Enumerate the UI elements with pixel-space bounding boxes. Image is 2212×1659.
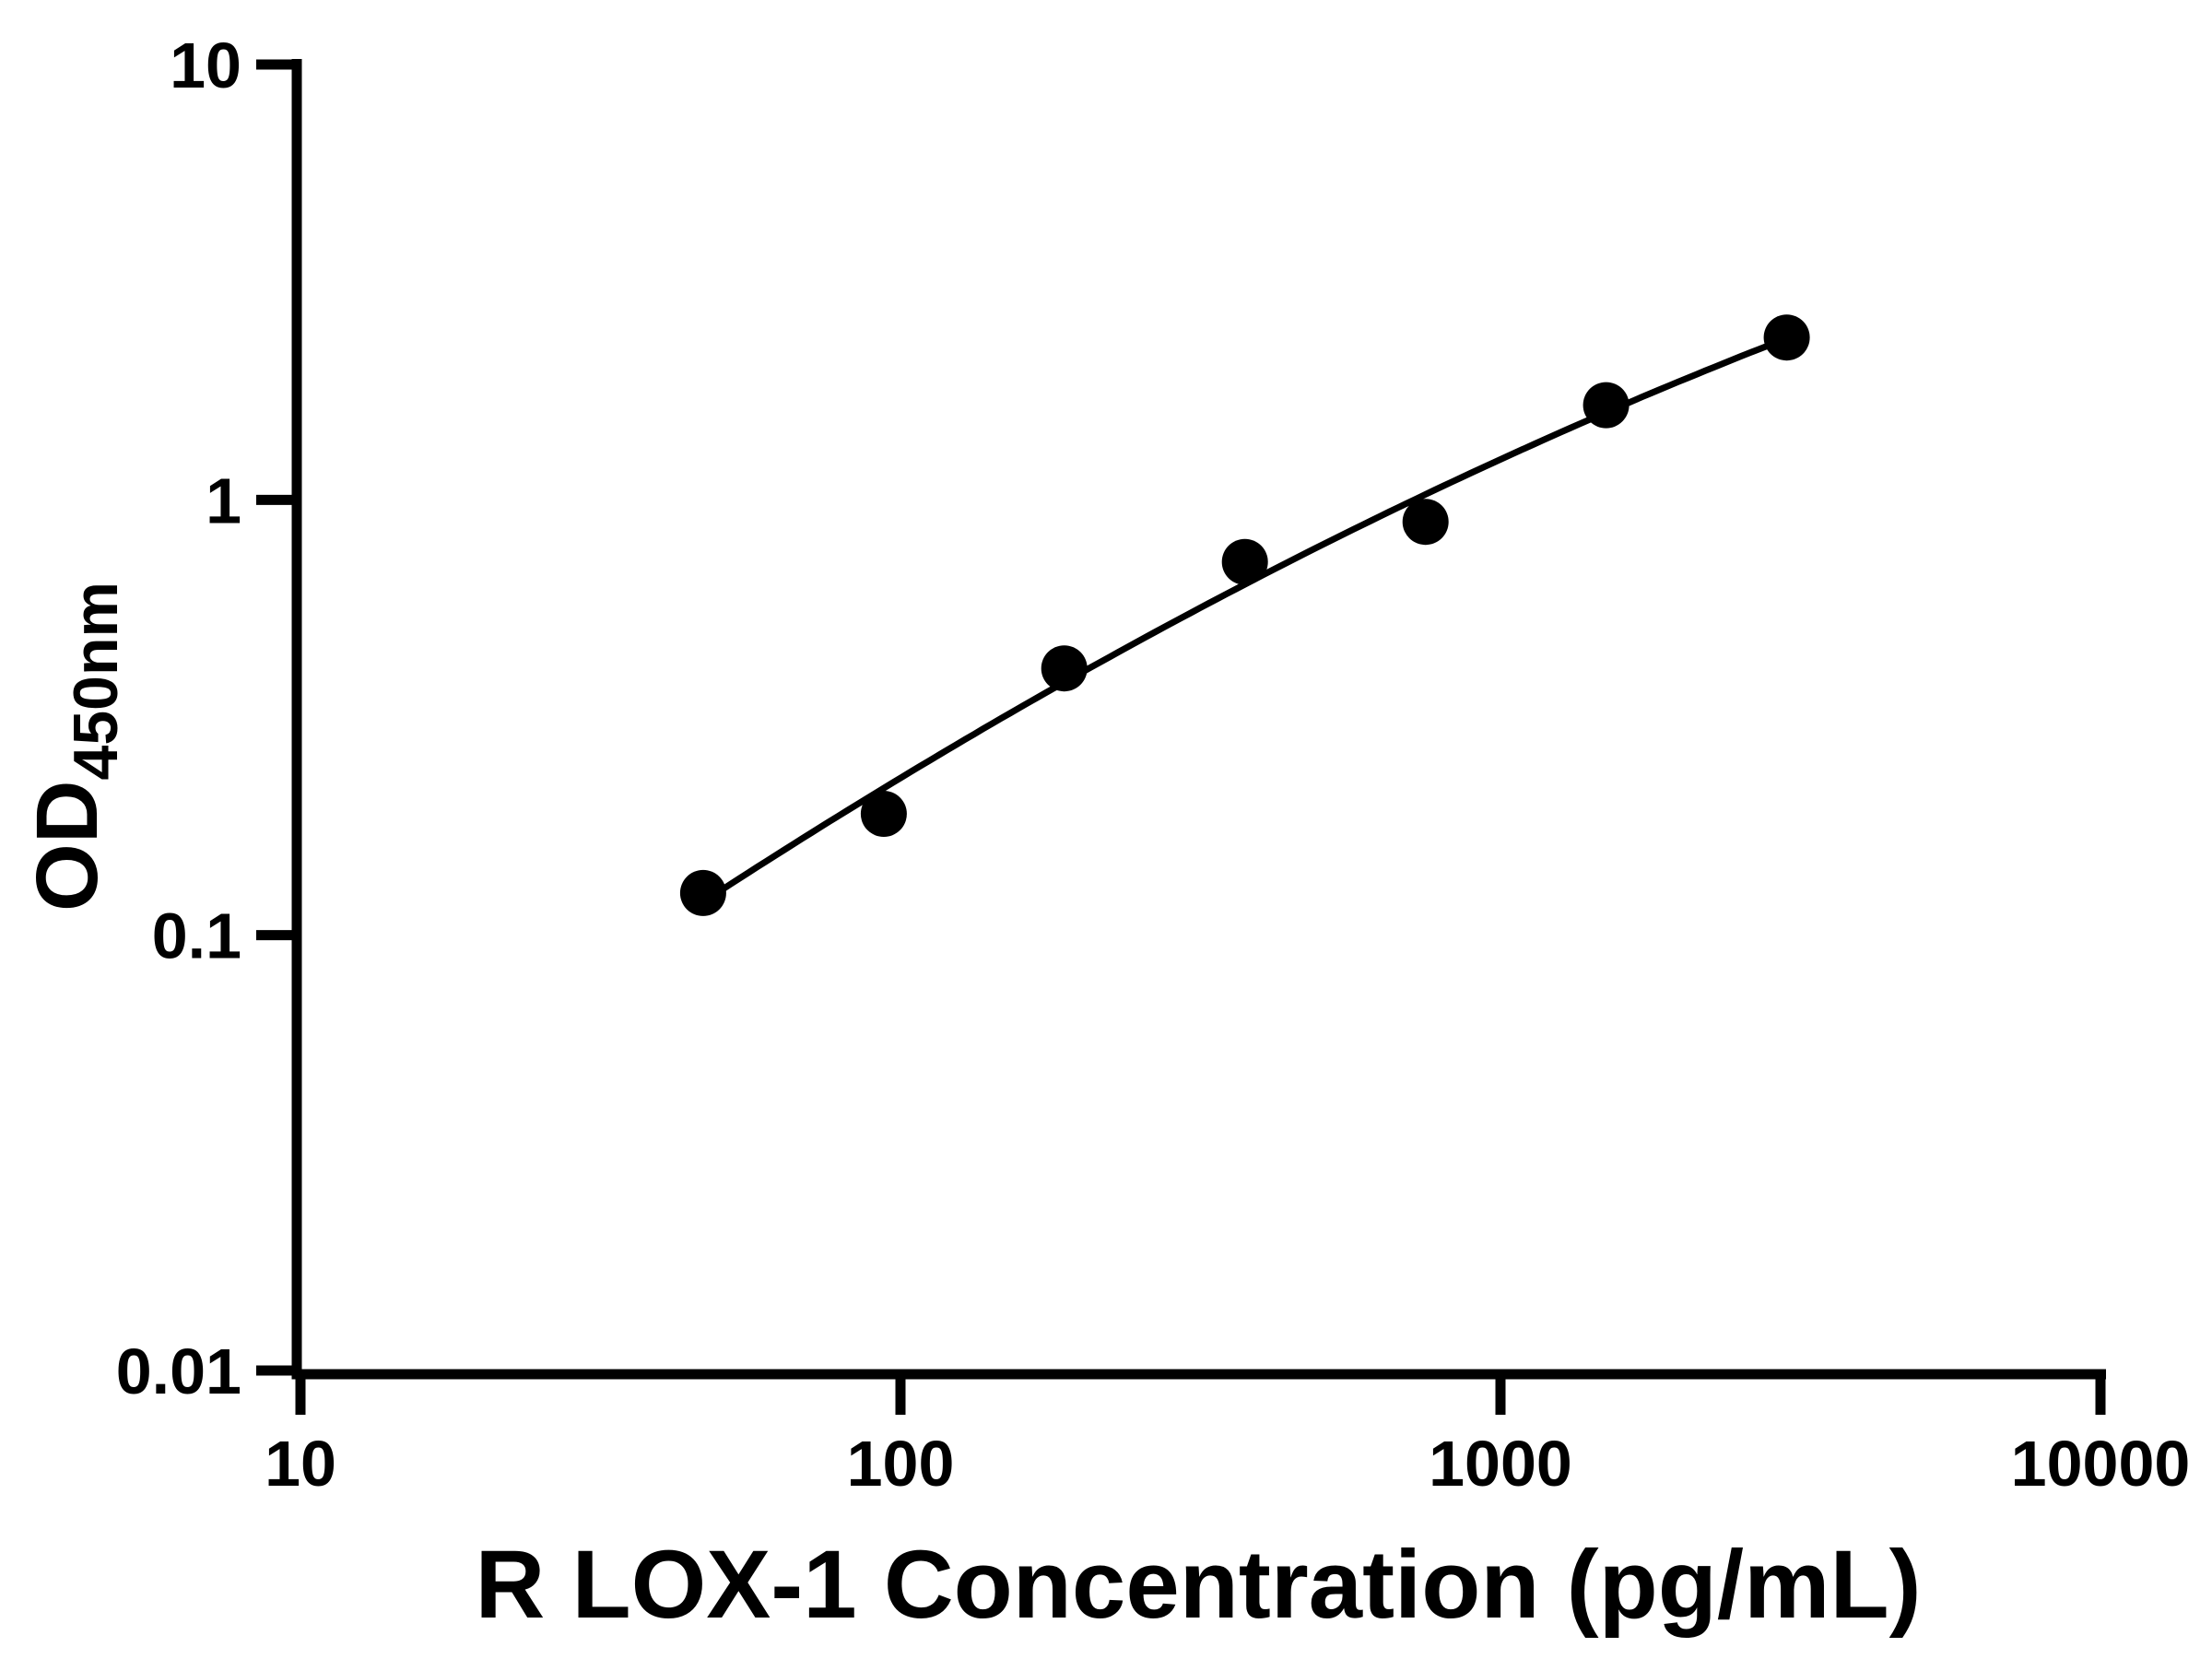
data-point [1583, 382, 1630, 429]
data-point [1763, 314, 1810, 361]
axis-tick-labels: 10 100 1000 10000 10 1 0.1 0.01 [116, 29, 2191, 1500]
data-point [1041, 645, 1088, 692]
x-tick-label: 10 [265, 1428, 336, 1500]
y-axis-title-main: OD [18, 780, 116, 912]
y-tick-label: 1 [206, 465, 241, 536]
y-tick-label: 0.01 [116, 1335, 241, 1407]
y-axis-title: OD450nm [18, 582, 131, 912]
y-tick-label: 10 [170, 29, 241, 101]
x-tick-label: 10000 [2011, 1428, 2191, 1500]
data-point [1221, 538, 1268, 585]
y-tick-label: 0.1 [152, 900, 241, 972]
axes [291, 59, 2106, 1380]
axis-ticks [256, 59, 2106, 1415]
x-axis-title: R LOX-1 Concentration (pg/mL) [475, 1531, 1921, 1639]
data-point [679, 869, 726, 916]
x-tick-label: 1000 [1429, 1428, 1572, 1500]
data-point [1402, 499, 1449, 546]
data-point [860, 791, 907, 837]
x-tick-label: 100 [847, 1428, 955, 1500]
plot-series [679, 314, 1810, 916]
y-axis-title-subscript: 450nm [61, 582, 131, 780]
